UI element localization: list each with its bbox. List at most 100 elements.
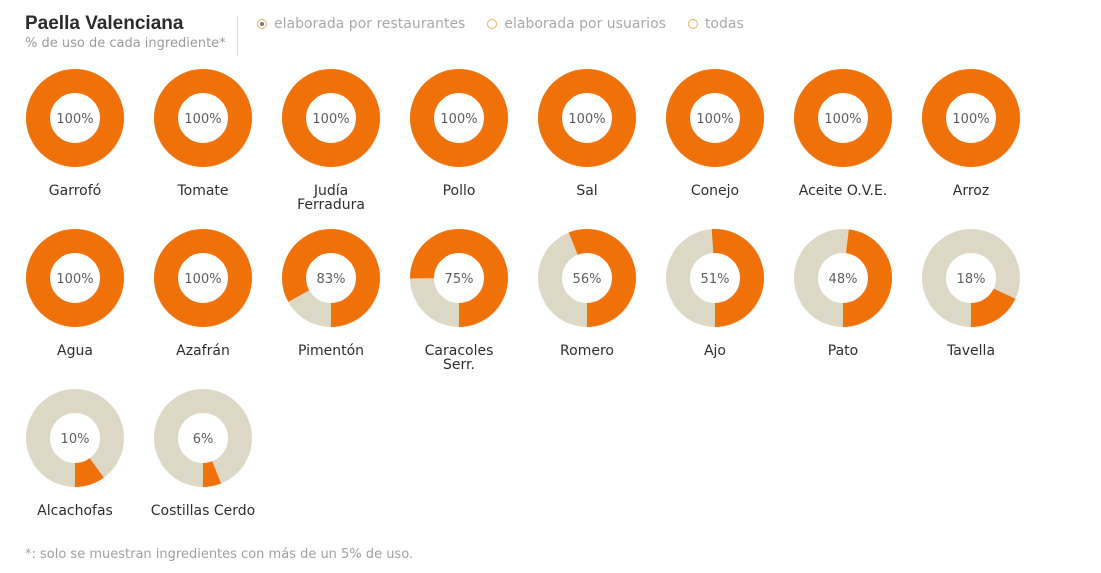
ingredient-name-line: Tavella <box>946 343 995 359</box>
ingredient-name-label: Tomate <box>176 183 228 199</box>
ingredient-name-label: Judía Ferradura <box>297 183 365 213</box>
ingredient-name-label: Caracoles Serr. <box>425 343 494 373</box>
donut-percent-label: 100% <box>824 112 861 127</box>
donut-percent-label: 51% <box>701 272 730 287</box>
donut-percent-label: 100% <box>952 112 989 127</box>
donut-6[interactable]: 100% Conejo <box>666 69 764 199</box>
donut-1[interactable]: 100% Garrofó <box>26 69 124 199</box>
filter-group: elaborada por restaurantes elaborada por… <box>257 16 744 32</box>
ingredient-name-label: Alcachofas <box>37 503 113 519</box>
donut-18[interactable]: 6% Costillas Cerdo <box>151 389 255 519</box>
donut-value-arc <box>282 229 380 327</box>
header-divider <box>237 16 238 56</box>
donut-percent-label: 100% <box>312 112 349 127</box>
ingredient-name-label: Garrofó <box>49 183 101 199</box>
donut-value-arc <box>538 69 636 167</box>
ingredient-name-label: Ajo <box>704 343 726 359</box>
donut-value-arc <box>666 229 764 327</box>
chart-subtitle: % de uso de cada ingrediente* <box>25 36 226 51</box>
donut-value-arc <box>154 389 252 487</box>
donut-2[interactable]: 100% Tomate <box>154 69 252 199</box>
donut-percent-label: 100% <box>696 112 733 127</box>
donut-value-arc <box>794 229 892 327</box>
footnote: *: solo se muestran ingredientes con más… <box>25 547 414 562</box>
donut-15[interactable]: 48% Pato <box>794 229 892 359</box>
donut-16[interactable]: 18% Tavella <box>922 229 1020 359</box>
radio-icon[interactable] <box>687 19 698 29</box>
ingredient-name-label: Azafrán <box>176 343 230 359</box>
filter-label-restaurantes: elaborada por restaurantes <box>274 16 466 32</box>
ingredient-name-line: Pimentón <box>298 343 364 359</box>
donut-percent-label: 10% <box>61 432 90 447</box>
donut-value-arc <box>154 229 252 327</box>
filter-todas[interactable]: todas <box>687 16 744 32</box>
ingredient-name-label: Pato <box>828 343 858 359</box>
donut-percent-label: 75% <box>445 272 474 287</box>
ingredient-name-label: Conejo <box>691 183 739 199</box>
ingredient-name-label: Pimentón <box>298 343 364 359</box>
donut-percent-label: 100% <box>56 112 93 127</box>
ingredient-name-label: Aceite O.V.E. <box>799 183 888 199</box>
chart-title: Paella Valenciana <box>25 13 184 34</box>
donut-value-arc <box>154 69 252 167</box>
donut-percent-label: 56% <box>573 272 602 287</box>
donut-percent-label: 48% <box>829 272 858 287</box>
ingredient-name-line: Ajo <box>704 343 726 359</box>
donut-value-arc <box>26 69 124 167</box>
donut-7[interactable]: 100% Aceite O.V.E. <box>794 69 892 199</box>
donut-13[interactable]: 56% Romero <box>538 229 636 359</box>
ingredient-name-line: Tomate <box>176 183 228 199</box>
ingredient-name-line: Judía <box>313 183 348 199</box>
ingredient-name-line: Sal <box>576 183 597 199</box>
ingredient-name-line: Ferradura <box>297 197 365 213</box>
donut-14[interactable]: 51% Ajo <box>666 229 764 359</box>
donut-3[interactable]: 100% Judía Ferradura <box>282 69 380 213</box>
donut-percent-label: 100% <box>56 272 93 287</box>
donut-percent-label: 100% <box>440 112 477 127</box>
ingredient-name-line: Aceite O.V.E. <box>799 183 888 199</box>
ingredient-name-line: Garrofó <box>49 183 101 199</box>
donut-percent-label: 100% <box>184 112 221 127</box>
ingredient-name-line: Serr. <box>443 357 475 373</box>
ingredient-name-line: Pato <box>828 343 858 359</box>
radio-icon[interactable] <box>257 19 267 29</box>
ingredient-name-label: Romero <box>560 343 614 359</box>
donut-value-arc <box>666 69 764 167</box>
donut-percent-label: 100% <box>568 112 605 127</box>
ingredient-name-line: Azafrán <box>176 343 230 359</box>
donut-4[interactable]: 100% Pollo <box>410 69 508 199</box>
ingredient-name-line: Alcachofas <box>37 503 113 519</box>
donut-5[interactable]: 100% Sal <box>538 69 636 199</box>
donut-9[interactable]: 100% Agua <box>26 229 124 359</box>
donut-value-arc <box>410 229 508 327</box>
radio-icon[interactable] <box>487 19 498 29</box>
ingredient-name-label: Costillas Cerdo <box>151 503 255 519</box>
donut-17[interactable]: 10% Alcachofas <box>26 389 124 519</box>
donut-value-arc <box>538 229 636 327</box>
ingredient-name-line: Arroz <box>953 183 989 199</box>
donut-10[interactable]: 100% Azafrán <box>154 229 252 359</box>
ingredient-name-label: Arroz <box>953 183 989 199</box>
ingredient-name-line: Agua <box>57 343 93 359</box>
donut-percent-label: 18% <box>957 272 986 287</box>
donut-8[interactable]: 100% Arroz <box>922 69 1020 199</box>
ingredient-name-label: Tavella <box>946 343 995 359</box>
donut-percent-label: 83% <box>317 272 346 287</box>
donut-value-arc <box>410 69 508 167</box>
ingredient-name-label: Pollo <box>443 183 476 199</box>
chart-header: Paella Valenciana % de uso de cada ingre… <box>25 12 1075 62</box>
donut-value-arc <box>282 69 380 167</box>
ingredient-name-line: Romero <box>560 343 614 359</box>
donut-value-arc <box>922 69 1020 167</box>
donut-11[interactable]: 83% Pimentón <box>282 229 380 359</box>
ingredient-name-label: Sal <box>576 183 597 199</box>
ingredient-name-label: Agua <box>57 343 93 359</box>
donut-percent-label: 6% <box>193 432 214 447</box>
donut-value-arc <box>794 69 892 167</box>
donut-value-arc <box>26 389 124 487</box>
filter-restaurantes[interactable]: elaborada por restaurantes <box>257 16 465 32</box>
donut-12[interactable]: 75% Caracoles Serr. <box>410 229 508 373</box>
ingredient-name-line: Costillas Cerdo <box>151 503 255 519</box>
filter-usuarios[interactable]: elaborada por usuarios <box>487 16 666 32</box>
